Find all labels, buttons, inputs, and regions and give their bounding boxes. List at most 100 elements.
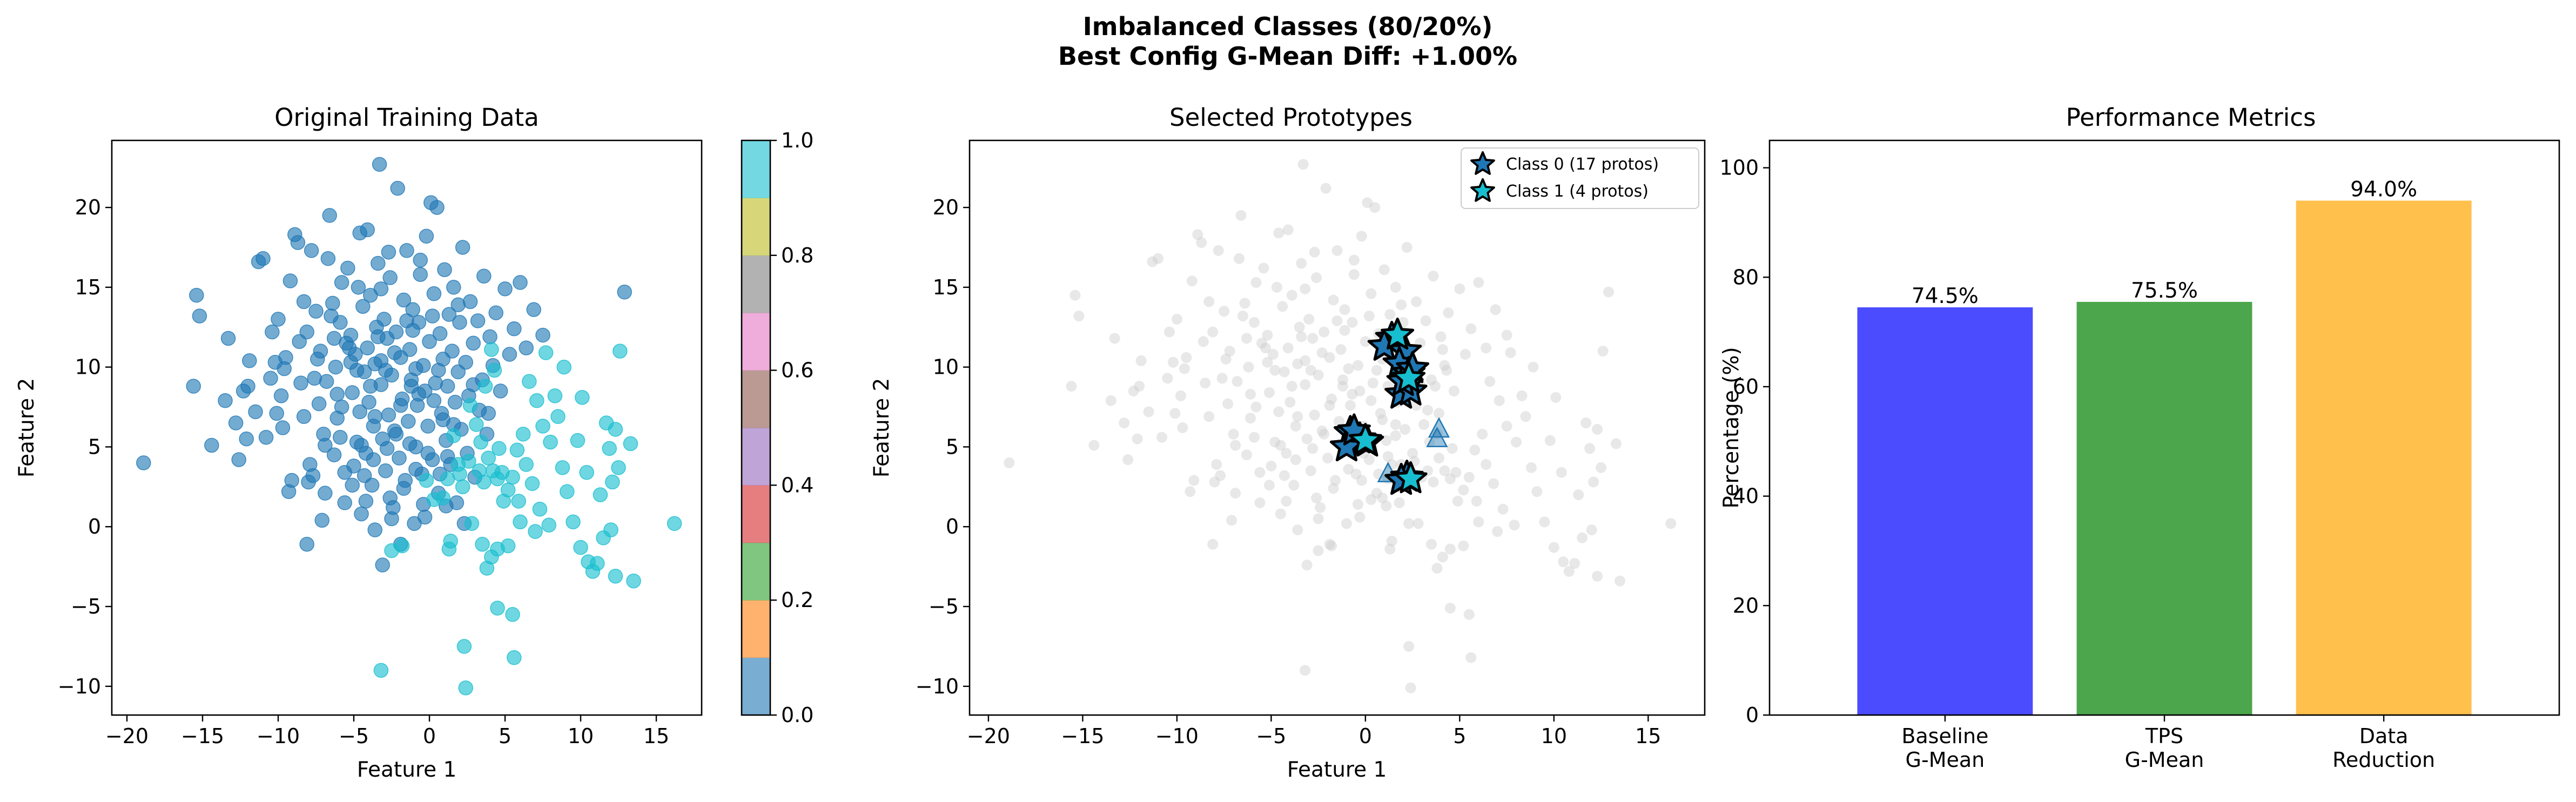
background-point [1152, 253, 1163, 264]
background-point [1105, 395, 1117, 406]
class0-point [186, 379, 201, 394]
background-point [1070, 289, 1081, 301]
class1-point [455, 479, 470, 495]
panel1-title: Original Training Data [274, 103, 539, 132]
background-point [1586, 524, 1597, 536]
class0-point [204, 437, 219, 453]
background-point [1324, 352, 1335, 363]
background-point [1328, 483, 1339, 494]
class0-point [343, 327, 359, 343]
background-point [1320, 183, 1331, 194]
background-point [1119, 417, 1130, 429]
background-point [1132, 433, 1143, 444]
x-tick-label: 15 [643, 724, 669, 748]
class1-point [541, 517, 556, 533]
class0-point [318, 437, 333, 453]
class0-point [378, 463, 393, 478]
background-point [1367, 378, 1378, 389]
background-point [1539, 516, 1550, 528]
panel2-x-label: Feature 1 [1287, 758, 1387, 782]
background-point [1531, 486, 1543, 497]
class1-point [566, 514, 581, 530]
class0-point [396, 292, 412, 308]
class0-point [343, 355, 359, 370]
class0-point [399, 243, 414, 258]
background-point [1301, 433, 1313, 444]
background-point [1171, 314, 1182, 325]
class0-point [470, 313, 486, 328]
background-point [1243, 361, 1254, 373]
class0-point [314, 513, 329, 528]
class0-point [351, 280, 366, 295]
bar [1857, 307, 2033, 715]
background-point [1256, 338, 1267, 349]
colorbar-segment [742, 140, 770, 198]
class0-point [329, 410, 345, 426]
background-point [1592, 423, 1603, 435]
background-point [1175, 390, 1186, 401]
background-point [1307, 333, 1319, 344]
background-point [1066, 381, 1077, 392]
y-tick-label: 0 [1746, 703, 1759, 727]
y-tick-label: 5 [88, 435, 101, 459]
background-point [1473, 516, 1484, 528]
background-point [1245, 388, 1256, 400]
background-point [1371, 488, 1382, 499]
background-point [1484, 376, 1496, 387]
class1-point [473, 434, 488, 450]
class0-point [326, 447, 342, 462]
background-point [1477, 428, 1488, 440]
background-point [1441, 365, 1452, 376]
background-point [1366, 395, 1377, 406]
class0-point [445, 343, 460, 359]
background-point [1267, 349, 1279, 360]
colorbar-segment [742, 485, 770, 543]
class1-point [456, 639, 472, 654]
class1-point [484, 342, 499, 357]
class0-point [357, 468, 372, 483]
background-point [1439, 465, 1450, 476]
background-point [1248, 432, 1260, 443]
background-point [1297, 159, 1309, 170]
background-point [1307, 443, 1319, 454]
class0-point [493, 383, 508, 399]
class1-point [570, 433, 586, 448]
class0-point [519, 340, 534, 355]
bar [2076, 301, 2252, 715]
class0-point [450, 297, 466, 313]
background-point [1147, 256, 1158, 267]
background-point [1343, 363, 1354, 374]
colorbar: 0.0 0.2 0.4 0.6 0.8 1.0 [741, 129, 813, 727]
panel1-x-ticks: −20 −15 −10 −5 0 5 10 15 [105, 715, 669, 748]
background-point [1458, 540, 1469, 551]
colorbar-segment [742, 370, 770, 428]
panel2-y-ticks: −10 −5 0 5 10 15 20 [916, 196, 970, 698]
background-point [1588, 476, 1599, 488]
background-point [1282, 342, 1294, 354]
background-point [1260, 342, 1271, 354]
class0-point [371, 255, 386, 271]
x-tick-label: −5 [1256, 724, 1286, 748]
background-point [1384, 543, 1396, 555]
x-tick-label: −20 [105, 724, 149, 748]
colorbar-tick-label: 0.2 [781, 588, 813, 612]
class1-point [496, 494, 511, 509]
background-point [1207, 326, 1219, 338]
class1-point [608, 422, 623, 437]
x-tick-label: 5 [1453, 724, 1466, 748]
class0-point [403, 379, 419, 394]
background-point [1437, 344, 1448, 355]
background-point [1347, 388, 1358, 400]
class1-point [528, 524, 543, 539]
background-point [1354, 386, 1366, 397]
x-tick-label: 10 [1541, 724, 1567, 748]
background-point [1396, 299, 1407, 311]
class0-point [358, 494, 374, 509]
background-point [1463, 471, 1475, 483]
background-point [1248, 316, 1260, 328]
class1-point [481, 450, 496, 466]
class0-point [432, 326, 448, 341]
background-point [1319, 326, 1330, 338]
panel-performance-metrics: Performance Metrics 74.5% 75.5% 94.0% 0 20 4… [1719, 103, 2560, 772]
class0-point [355, 299, 371, 314]
